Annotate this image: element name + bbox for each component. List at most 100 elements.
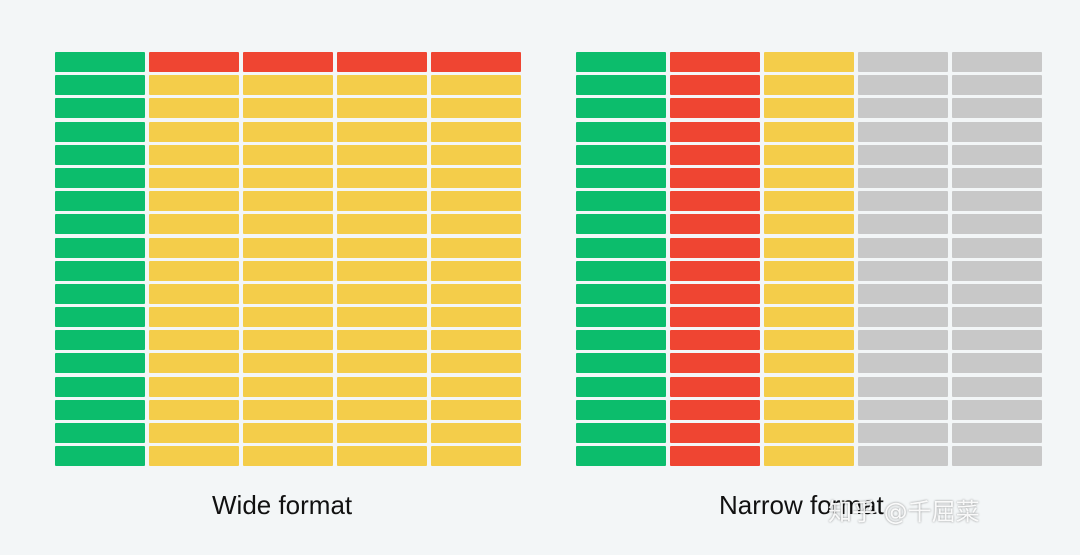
narrow-cell-value — [764, 376, 854, 397]
wide-cell-id — [55, 446, 145, 467]
wide-cell-value — [149, 260, 239, 281]
narrow-cell-empty — [952, 237, 1042, 258]
wide-cell-value — [149, 98, 239, 119]
narrow-cell-id — [576, 260, 666, 281]
narrow-cell-value — [764, 283, 854, 304]
wide-cell-value — [243, 121, 333, 142]
narrow-cell-key — [670, 237, 760, 258]
wide-cell-id — [55, 330, 145, 351]
wide-cell-id — [55, 167, 145, 188]
narrow-cell-empty — [952, 423, 1042, 443]
narrow-cell-key — [670, 144, 760, 165]
wide-cell-value — [149, 75, 239, 96]
narrow-cell-value — [764, 446, 854, 467]
narrow-cell-key — [670, 260, 760, 281]
wide-cell-value — [149, 423, 239, 443]
narrow-cell-empty — [858, 260, 948, 281]
narrow-cell-key — [670, 283, 760, 304]
narrow-cell-empty — [952, 307, 1042, 328]
wide-cell-value — [337, 260, 427, 281]
wide-format-table — [55, 52, 521, 467]
narrow-cell-value — [764, 98, 854, 119]
wide-cell-id — [55, 121, 145, 142]
narrow-cell-key — [670, 446, 760, 467]
wide-cell-value — [243, 167, 333, 188]
narrow-cell-id — [576, 237, 666, 258]
narrow-cell-empty — [858, 307, 948, 328]
narrow-cell-value — [764, 121, 854, 142]
narrow-cell-empty — [952, 330, 1042, 351]
wide-cell-value — [337, 237, 427, 258]
narrow-cell-empty — [858, 353, 948, 374]
narrow-cell-key — [670, 167, 760, 188]
narrow-cell-key — [670, 307, 760, 328]
narrow-cell-value — [764, 423, 854, 443]
narrow-cell-value — [764, 144, 854, 165]
narrow-cell-key — [670, 330, 760, 351]
wide-cell-value — [337, 191, 427, 212]
narrow-cell-key — [670, 98, 760, 119]
wide-cell-value — [149, 237, 239, 258]
narrow-cell-empty — [858, 75, 948, 96]
wide-cell-value — [337, 98, 427, 119]
narrow-cell-empty — [858, 330, 948, 351]
wide-cell-value — [243, 75, 333, 96]
wide-cell-id — [55, 283, 145, 304]
narrow-cell-key — [670, 75, 760, 96]
wide-cell-id — [55, 214, 145, 235]
narrow-cell-empty — [952, 75, 1042, 96]
wide-cell-value — [431, 144, 521, 165]
wide-cell-value — [337, 75, 427, 96]
wide-cell-value — [431, 121, 521, 142]
wide-cell-value — [337, 167, 427, 188]
narrow-cell-value — [764, 75, 854, 96]
wide-cell-value — [149, 353, 239, 374]
wide-cell-value — [337, 353, 427, 374]
wide-cell-header — [431, 52, 521, 72]
wide-cell-value — [337, 144, 427, 165]
narrow-cell-id — [576, 446, 666, 467]
wide-cell-value — [337, 330, 427, 351]
narrow-cell-key — [670, 423, 760, 443]
wide-cell-value — [431, 260, 521, 281]
narrow-cell-key — [670, 214, 760, 235]
narrow-cell-empty — [952, 399, 1042, 420]
wide-cell-id — [55, 423, 145, 443]
wide-cell-value — [243, 237, 333, 258]
wide-cell-value — [149, 144, 239, 165]
narrow-cell-value — [764, 52, 854, 72]
wide-cell-id — [55, 191, 145, 212]
wide-cell-value — [431, 237, 521, 258]
wide-cell-value — [243, 399, 333, 420]
narrow-cell-id — [576, 423, 666, 443]
wide-cell-id — [55, 75, 145, 96]
narrow-format-table — [576, 52, 1042, 467]
wide-cell-value — [149, 399, 239, 420]
wide-cell-value — [431, 214, 521, 235]
narrow-cell-value — [764, 330, 854, 351]
narrow-cell-empty — [858, 399, 948, 420]
wide-cell-value — [243, 330, 333, 351]
narrow-cell-key — [670, 399, 760, 420]
wide-cell-value — [243, 144, 333, 165]
wide-cell-id — [55, 353, 145, 374]
narrow-cell-empty — [952, 191, 1042, 212]
narrow-cell-value — [764, 167, 854, 188]
wide-cell-value — [243, 260, 333, 281]
wide-cell-id — [55, 399, 145, 420]
narrow-cell-key — [670, 191, 760, 212]
narrow-cell-empty — [858, 121, 948, 142]
wide-cell-value — [149, 167, 239, 188]
wide-cell-value — [431, 75, 521, 96]
narrow-cell-empty — [952, 260, 1042, 281]
wide-cell-id — [55, 144, 145, 165]
narrow-cell-id — [576, 121, 666, 142]
narrow-cell-key — [670, 52, 760, 72]
narrow-cell-value — [764, 191, 854, 212]
wide-cell-value — [431, 98, 521, 119]
wide-cell-value — [243, 307, 333, 328]
wide-cell-header — [243, 52, 333, 72]
narrow-cell-empty — [858, 283, 948, 304]
wide-cell-value — [431, 167, 521, 188]
